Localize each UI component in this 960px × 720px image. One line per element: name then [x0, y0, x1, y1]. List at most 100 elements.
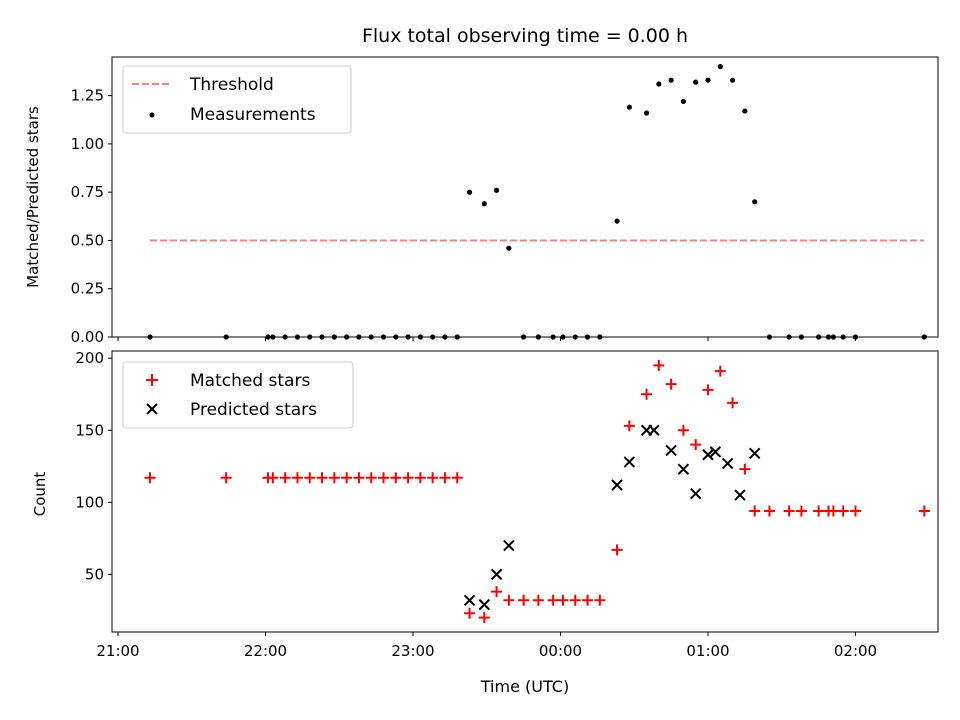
bottom-y-ticks: 50 100 150 200: [75, 349, 112, 583]
legend-measurements-swatch: [149, 112, 155, 118]
matched-star-point: [378, 472, 389, 484]
predicted-star-point: [611, 479, 623, 491]
bottom-legend-box: [122, 361, 354, 429]
legend-matched-swatch: [146, 374, 158, 386]
matched-star-point: [702, 384, 714, 396]
y-tick-label: 200: [75, 349, 104, 367]
matched-star-point: [144, 472, 156, 484]
matched-star-point: [267, 472, 279, 484]
measurement-point: [693, 79, 699, 85]
top-chart-title: Flux total observing time = 0.00 h: [362, 25, 688, 47]
matched-star-point: [478, 612, 490, 624]
matched-star-point: [795, 505, 807, 517]
y-tick-label: 0.75: [71, 183, 104, 201]
predicted-star-point: [709, 446, 722, 458]
matched-star-point: [653, 359, 665, 371]
matched-star-point: [665, 378, 677, 390]
y-tick-label: 0.50: [71, 231, 104, 249]
matched-star-point: [557, 594, 569, 606]
matched-star-point: [439, 472, 451, 484]
top-plot-frame: [111, 56, 939, 338]
matched-star-point: [611, 544, 623, 556]
bottom-plot-frame: [111, 350, 939, 633]
matched-star-point: [690, 439, 702, 451]
matched-star-point: [783, 505, 795, 517]
y-tick-label: 0.00: [71, 328, 104, 346]
predicted-star-point: [463, 594, 476, 607]
predicted-star-point: [702, 449, 714, 461]
legend-measurements-label: Measurements: [190, 105, 316, 125]
matched-star-point: [402, 472, 414, 484]
predicted-star-point: [721, 457, 734, 470]
matched-star-point: [677, 424, 689, 436]
bottom-x-ticks: 21:00 22:00 23:00 00:00 01:00 02:00: [96, 632, 877, 660]
matched-star-point: [451, 472, 463, 484]
predicted-star-point: [677, 463, 690, 475]
predicted-star-point: [490, 568, 503, 581]
matched-star-point: [532, 594, 544, 606]
predicted-star-point: [623, 456, 636, 468]
bottom-y-axis-label: Count: [31, 472, 49, 517]
matched-star-point: [641, 388, 653, 400]
y-tick-label: 150: [75, 421, 104, 439]
legend-matched-label: Matched stars: [190, 371, 310, 391]
measurement-point: [656, 81, 662, 87]
matched-star-point: [837, 505, 849, 517]
x-tick-label: 22:00: [244, 642, 287, 660]
top-x-ticks: [117, 337, 856, 341]
matched-star-point: [220, 472, 232, 484]
measurement-point: [493, 187, 500, 193]
measurement-point: [506, 245, 512, 251]
predicted-star-point: [648, 424, 660, 436]
measurement-point: [717, 64, 723, 70]
matched-star-point: [316, 472, 328, 484]
predicted-star-point: [734, 489, 746, 501]
y-tick-label: 100: [75, 493, 104, 511]
x-tick-label: 00:00: [539, 642, 582, 660]
measurement-point: [614, 218, 620, 224]
measurement-point: [752, 199, 758, 205]
matched-star-point: [341, 472, 353, 484]
matched-star-point: [414, 472, 426, 484]
measurement-point: [643, 110, 650, 116]
legend-predicted-label: Predicted stars: [190, 400, 317, 420]
x-tick-label: 23:00: [391, 642, 434, 660]
matched-star-point: [727, 397, 739, 409]
y-tick-label: 1.00: [71, 135, 104, 153]
measurement-point: [466, 189, 473, 195]
matched-star-point: [763, 505, 775, 517]
matched-star-point: [503, 594, 515, 606]
matched-star-point: [813, 505, 825, 517]
measurement-point: [705, 77, 711, 83]
bottom-legend: Matched stars Predicted stars: [122, 361, 354, 429]
matched-star-point: [827, 505, 839, 517]
predicted-star-point: [665, 444, 677, 457]
matched-star-point: [353, 472, 365, 484]
matched-star-point: [582, 594, 594, 606]
legend-predicted-swatch: [146, 403, 158, 415]
top-legend-box: [122, 65, 352, 134]
legend-threshold-label: Threshold: [189, 75, 274, 95]
matched-star-point: [547, 594, 559, 606]
measurement-point: [680, 98, 687, 105]
x-tick-label: 02:00: [834, 642, 877, 660]
matched-star-point: [279, 472, 291, 484]
matched-star-point: [918, 505, 930, 517]
matched-star-point: [518, 594, 530, 606]
bottom-plot-area: [144, 359, 930, 624]
matched-star-point: [739, 463, 751, 475]
predicted-star-point: [690, 487, 702, 500]
x-tick-label: 21:00: [96, 642, 139, 660]
matched-star-point: [714, 365, 726, 377]
predicted-star-point: [749, 447, 761, 460]
matched-star-point: [464, 607, 476, 619]
measurement-point: [481, 201, 487, 207]
matched-star-point: [328, 472, 340, 484]
matched-star-point: [427, 472, 439, 484]
top-y-ticks: 0.00 0.25 0.50 0.75 1.00 1.25: [71, 87, 112, 346]
matched-star-point: [291, 472, 303, 484]
matched-star-point: [623, 420, 635, 432]
predicted-star-point: [503, 539, 515, 552]
matched-star-point: [594, 594, 606, 606]
top-y-axis-label: Matched/Predicted stars: [24, 106, 42, 288]
